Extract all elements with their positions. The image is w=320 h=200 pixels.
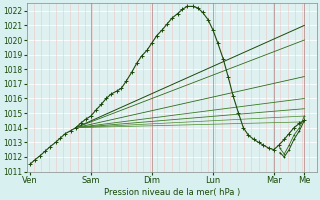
X-axis label: Pression niveau de la mer( hPa ): Pression niveau de la mer( hPa ): [104, 188, 240, 197]
